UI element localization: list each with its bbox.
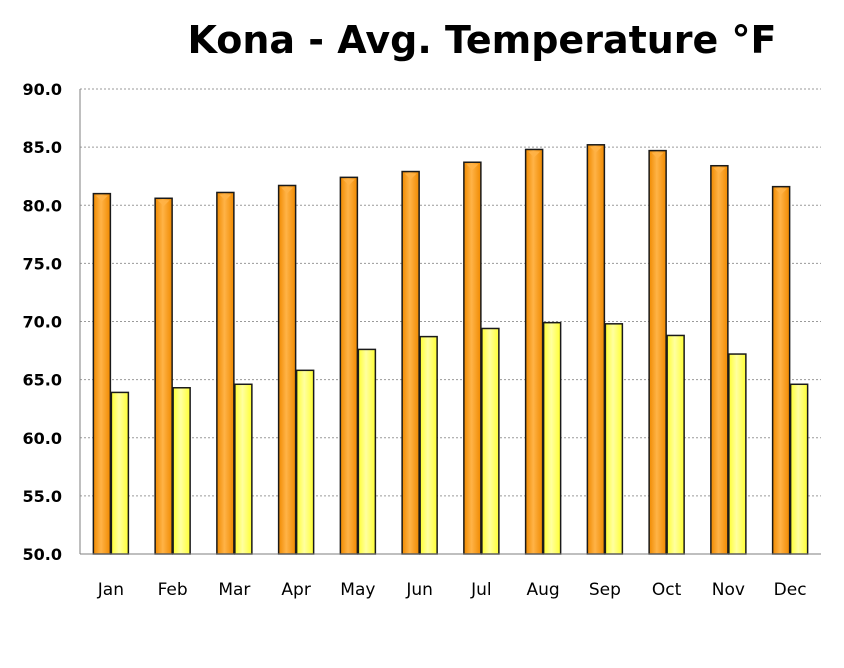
y-tick-label: 65.0: [23, 371, 62, 390]
bar-high-cap: [713, 167, 726, 174]
x-tick-label: Feb: [158, 580, 188, 600]
gridlines: [80, 88, 821, 497]
y-tick-label: 70.0: [23, 313, 62, 332]
x-tick-label: Nov: [712, 580, 745, 600]
bar-high: [401, 170, 420, 555]
y-tick-labels: 50.0 55.0 60.0 65.0 70.0 75.0 80.0 85.0 90.0: [23, 80, 62, 564]
bar-high-cap: [466, 164, 479, 171]
bar-high-cap: [95, 195, 108, 202]
bar-low: [357, 348, 377, 555]
bar-low: [295, 369, 315, 555]
bar-high-cap: [157, 200, 170, 207]
bars: [92, 144, 809, 555]
bar-low: [604, 323, 624, 555]
bar-low: [666, 334, 685, 555]
y-tick-label: 60.0: [23, 429, 62, 448]
bar-high: [648, 149, 667, 555]
chart-title: Kona - Avg. Temperature °F: [187, 18, 776, 62]
bar-low: [728, 353, 747, 555]
x-tick-label: Mar: [218, 580, 250, 600]
y-tick-label: 55.0: [23, 487, 62, 506]
bar-low: [172, 387, 191, 555]
bar-high: [586, 144, 606, 555]
bar-high-cap: [589, 146, 602, 153]
bar-high-cap: [651, 152, 664, 159]
y-tick-label: 85.0: [23, 138, 62, 157]
bar-high-cap: [528, 151, 541, 158]
bar-low: [789, 383, 809, 555]
bar-low: [419, 335, 438, 555]
x-tick-label: Sep: [589, 580, 621, 600]
x-tick-label: Jul: [470, 580, 492, 600]
bar-low: [481, 327, 500, 555]
bar-high: [524, 148, 544, 555]
x-tick-label: Dec: [774, 580, 807, 600]
bar-high: [771, 185, 791, 555]
bar-low: [542, 321, 562, 555]
bar-low: [110, 391, 130, 555]
bar-high-cap: [404, 173, 417, 180]
bar-high-cap: [281, 187, 294, 194]
bar-high: [154, 197, 173, 555]
bar-high-cap: [219, 194, 232, 201]
bar-high: [277, 184, 297, 555]
x-tick-label: Apr: [281, 580, 310, 600]
bar-high: [710, 164, 729, 555]
x-tick-label: May: [340, 580, 375, 600]
y-tick-label: 75.0: [23, 254, 62, 273]
bar-high-cap: [342, 179, 355, 186]
x-tick-label: Aug: [527, 580, 560, 600]
y-tick-label: 90.0: [23, 80, 62, 99]
bar-high: [216, 191, 235, 555]
y-tick-label: 80.0: [23, 196, 62, 215]
x-tick-label: Jun: [405, 580, 433, 600]
bar-high: [339, 176, 359, 555]
x-tick-label: Oct: [652, 580, 682, 600]
y-tick-label: 50.0: [23, 545, 62, 564]
x-tick-label: Jan: [97, 580, 124, 600]
bar-high: [463, 161, 482, 555]
axes: [79, 89, 821, 555]
bar-high: [92, 192, 112, 555]
bar-high-cap: [775, 188, 788, 195]
bar-low: [234, 383, 253, 555]
x-tick-labels: Jan Feb Mar Apr May Jun Jul Aug Sep Oct Nov Dec: [97, 580, 807, 600]
